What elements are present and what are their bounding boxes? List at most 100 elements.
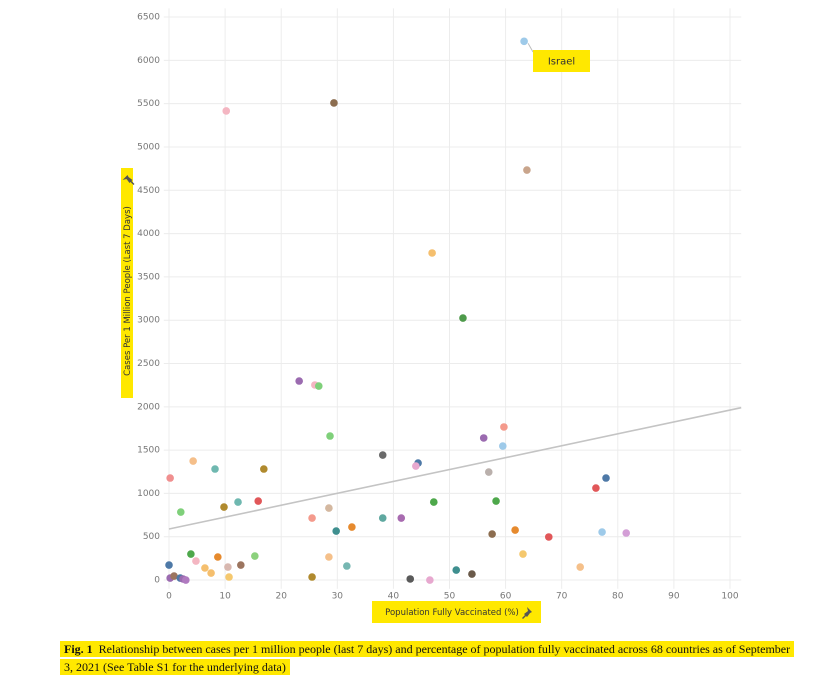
point xyxy=(251,552,259,560)
point xyxy=(406,575,415,583)
point xyxy=(426,576,434,584)
y-tick-label: 4500 xyxy=(137,186,160,196)
point xyxy=(592,484,600,492)
y-tick-label: 1000 xyxy=(137,489,160,499)
point xyxy=(332,527,340,535)
y-tick-label: 6500 xyxy=(137,13,160,23)
point xyxy=(378,514,387,522)
y-tick-label: 3000 xyxy=(137,316,160,326)
y-tick-label: 5000 xyxy=(137,142,160,152)
point xyxy=(500,423,508,431)
x-tick-label: 0 xyxy=(166,592,172,602)
point xyxy=(187,550,195,558)
y-tick-label: 3500 xyxy=(137,272,160,282)
point xyxy=(520,37,528,46)
point xyxy=(378,451,387,459)
x-tick-label: 70 xyxy=(556,592,568,602)
annotation-text: Israel xyxy=(548,57,575,68)
y-tick-label: 6000 xyxy=(137,56,160,66)
point xyxy=(189,457,197,465)
point xyxy=(165,561,173,569)
pin-icon xyxy=(522,607,532,619)
point xyxy=(452,566,461,574)
point xyxy=(308,573,316,581)
point xyxy=(220,503,228,511)
y-tick-label: 0 xyxy=(154,576,160,586)
x-label-box xyxy=(372,601,541,623)
trendline xyxy=(168,406,742,530)
caption: Fig. 1 Relationship between cases per 1 … xyxy=(60,640,800,676)
point xyxy=(308,514,316,522)
y-tick-label: 500 xyxy=(143,532,160,542)
point xyxy=(325,553,333,561)
point xyxy=(488,530,496,538)
y-tick-label: 5500 xyxy=(137,99,160,109)
point xyxy=(576,563,585,571)
point xyxy=(325,504,333,512)
point xyxy=(511,526,519,534)
point xyxy=(170,572,178,580)
point xyxy=(330,99,338,107)
point xyxy=(237,561,245,569)
point xyxy=(429,498,438,506)
annotation-connector xyxy=(527,43,534,53)
point xyxy=(222,107,231,115)
point xyxy=(484,468,493,476)
x-tick-label: 20 xyxy=(275,592,287,602)
point xyxy=(207,569,215,577)
x-tick-label: 100 xyxy=(721,592,738,602)
point xyxy=(492,497,500,505)
point xyxy=(254,497,263,505)
x-tick-label: 60 xyxy=(500,592,512,602)
point xyxy=(428,249,436,257)
caption-text: Relationship between cases per 1 million… xyxy=(64,642,791,674)
point xyxy=(182,576,190,584)
x-tick-label: 30 xyxy=(332,592,344,602)
point xyxy=(412,462,420,470)
point xyxy=(622,529,631,537)
x-tick-label: 90 xyxy=(668,592,680,602)
y-tick-label: 2500 xyxy=(137,359,160,369)
x-tick-label: 80 xyxy=(612,592,624,602)
point xyxy=(211,465,219,473)
caption-label: Fig. 1 xyxy=(64,642,93,656)
point xyxy=(326,432,334,440)
point xyxy=(343,562,351,570)
point xyxy=(201,564,209,572)
x-tick-label: 50 xyxy=(444,592,456,602)
y-axis-label: Cases Per 1 Million People (Last 7 Days) xyxy=(123,206,133,376)
point xyxy=(544,533,553,541)
y-label-group: Cases Per 1 Million People (Last 7 Days) xyxy=(122,175,135,376)
point xyxy=(295,377,303,385)
point xyxy=(260,465,268,473)
point xyxy=(523,166,531,174)
point xyxy=(602,474,610,482)
point xyxy=(166,474,174,482)
point xyxy=(224,563,232,571)
point xyxy=(598,528,606,536)
point xyxy=(519,550,527,558)
point xyxy=(348,523,356,531)
point xyxy=(498,442,507,450)
point xyxy=(225,573,233,581)
y-label-box xyxy=(121,168,133,398)
annotation-box xyxy=(533,50,590,72)
point xyxy=(397,514,406,522)
x-tick-label: 10 xyxy=(219,592,231,602)
chart: 0500100015002000250030003500400045005000… xyxy=(121,8,742,623)
y-tick-label: 4000 xyxy=(137,229,160,239)
point xyxy=(479,434,488,442)
x-axis-label: Population Fully Vaccinated (%) xyxy=(385,608,519,618)
point xyxy=(459,314,467,322)
x-tick-label: 40 xyxy=(388,592,400,602)
point xyxy=(234,498,242,506)
point xyxy=(468,570,476,578)
point xyxy=(192,557,200,565)
point xyxy=(214,553,222,561)
point xyxy=(314,382,323,390)
y-tick-label: 2000 xyxy=(137,402,160,412)
y-tick-label: 1500 xyxy=(137,446,160,456)
pin-icon xyxy=(122,175,135,185)
point xyxy=(176,508,185,516)
